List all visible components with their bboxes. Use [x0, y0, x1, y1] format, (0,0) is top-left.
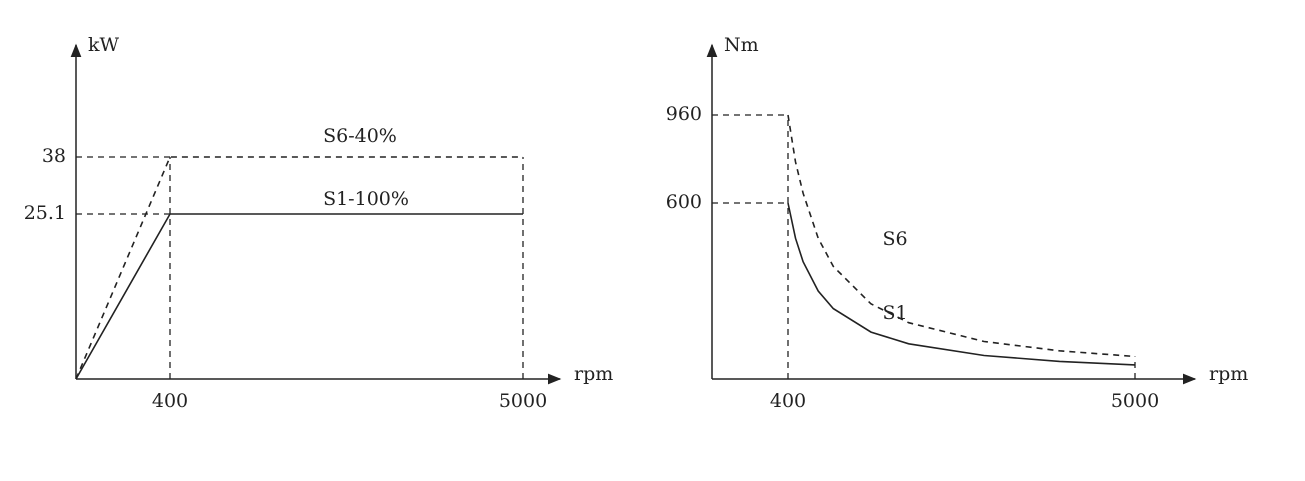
series-line	[75, 213, 523, 380]
y-axis-label: Nm	[724, 34, 759, 56]
series-line	[787, 114, 1136, 358]
y-tick-label: 600	[666, 191, 702, 213]
series-label: S6	[882, 228, 907, 250]
series-label: S1	[882, 302, 907, 324]
x-tick-label: 400	[770, 390, 806, 412]
y-tick-label: 25.1	[24, 202, 66, 224]
x-tick-label: 5000	[499, 390, 547, 412]
series-label: S6-40%	[323, 125, 397, 147]
x-axis-label: rpm	[574, 363, 613, 385]
y-tick-label: 960	[666, 103, 702, 125]
series-line	[787, 202, 1136, 366]
x-tick-label: 400	[152, 390, 188, 412]
y-axis-label: kW	[88, 34, 120, 56]
series-line	[75, 156, 523, 380]
y-tick-label: 38	[42, 145, 66, 167]
x-tick-label: 5000	[1111, 390, 1159, 412]
x-axis-label: rpm	[1209, 363, 1248, 385]
series-label: S1-100%	[323, 188, 409, 210]
